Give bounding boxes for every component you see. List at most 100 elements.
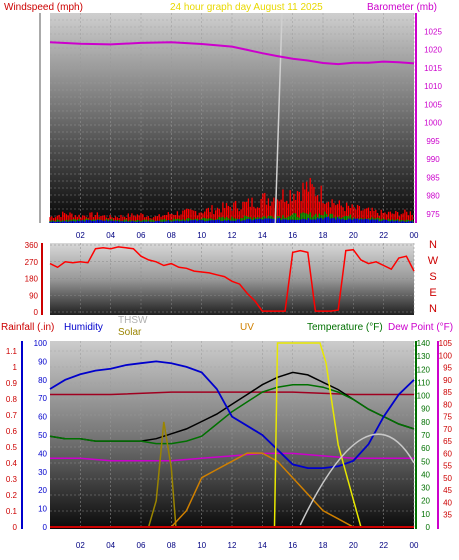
x-tick-label: 18: [319, 231, 328, 240]
humidity-tick-label: 40: [38, 449, 47, 458]
solar-tick-label: 30: [421, 484, 430, 493]
windspeed-tick-label: 125: [17, 44, 31, 53]
temperature-tick-label: 40: [443, 498, 452, 507]
solar-tick-label: 60: [421, 444, 430, 453]
direction-axis-labels: 0 90 180 270 360: [25, 241, 43, 317]
rainfall-tick-label: 0.6: [6, 427, 18, 436]
x-tick-label: 14: [258, 541, 267, 550]
windspeed-tick-label: 85: [21, 100, 30, 109]
barometer-line: [49, 41, 415, 66]
barometer-tick-label: 1010: [424, 82, 442, 91]
solar-tick-label: 70: [421, 431, 430, 440]
barometer-tick-label: 985: [426, 173, 440, 182]
temperature-tick-label: 100: [439, 351, 453, 360]
x-tick-label: 06: [137, 541, 146, 550]
x-tick-label: 02: [76, 541, 85, 550]
weather-lines: [49, 342, 415, 528]
windspeed-tick-label: 20: [21, 191, 30, 200]
x-tick-label: 04: [106, 231, 115, 240]
windspeed-tick-label: 95: [21, 86, 30, 95]
dew-point-upper-line: [50, 391, 414, 396]
solar-tick-label: 120: [417, 365, 431, 374]
wind-direction-line: [49, 246, 415, 312]
rainfall-label: Rainfall (.in): [1, 322, 54, 333]
solar-tick-label: 140: [417, 339, 431, 348]
dew-point-label: Dew Point (°F): [388, 322, 453, 333]
windspeed-tick-label: 35: [21, 170, 30, 179]
solar-tick-label: 130: [417, 352, 431, 361]
windspeed-tick-label: 100: [17, 79, 31, 88]
wind-panel-x-axis: 02 04 06 08 10 12 14 16 18 20 22 00: [76, 231, 419, 240]
windspeed-tick-label: 60: [21, 135, 30, 144]
x-tick-label: 22: [379, 541, 388, 550]
barometer-tick-label: 1020: [424, 46, 442, 55]
humidity-line: [49, 360, 415, 469]
solar-tick-label: 80: [421, 418, 430, 427]
temperature-tick-label: 80: [443, 400, 452, 409]
temperature-tick-label: 75: [443, 413, 452, 422]
windspeed-tick-label: 120: [17, 51, 31, 60]
temperature-axis-labels: 35 40 45 50 55 60 65 70 75 80 85 90 95 100 105: [437, 339, 453, 529]
dew-point-line: [50, 452, 414, 462]
x-tick-label: 10: [197, 231, 206, 240]
temperature-tick-label: 105: [439, 339, 453, 348]
windspeed-tick-label: 90: [21, 93, 30, 102]
windspeed-bars: [49, 12, 413, 224]
rainfall-tick-label: 0.4: [6, 459, 18, 468]
x-tick-label: 04: [106, 541, 115, 550]
barometer-tick-label: 990: [426, 155, 440, 164]
thsw-label: THSW: [118, 315, 148, 326]
rainfall-tick-label: 0.8: [6, 395, 18, 404]
barometer-tick-label: 1000: [424, 119, 442, 128]
humidity-tick-label: 50: [38, 431, 47, 440]
rainfall-tick-label: 1: [13, 363, 18, 372]
windspeed-tick-label: 10: [21, 205, 30, 214]
solar-label: Solar: [118, 327, 142, 338]
rainfall-tick-label: 0.2: [6, 491, 18, 500]
weather-panel-x-axis: 02 04 06 08 10 12 14 16 18 20 22 00: [76, 541, 419, 550]
wind-panel-grid: [50, 13, 415, 223]
windspeed-axis-labels: 5101520253035404550556065707580859095100…: [17, 13, 41, 223]
solar-tick-label: 90: [421, 405, 430, 414]
x-tick-label: 14: [258, 231, 267, 240]
windspeed-axis-title: Windspeed (mph): [4, 2, 83, 13]
direction-tick-label: 180: [25, 275, 39, 284]
solar-axis-labels: 0 10 20 30 40 50 60 70 80 90 100 110 120 130 140: [415, 339, 431, 532]
windspeed-tick-label: 40: [21, 163, 30, 172]
x-tick-label: 00: [410, 231, 419, 240]
x-tick-label: 22: [379, 231, 388, 240]
solar-tick-label: 40: [421, 470, 430, 479]
windspeed-tick-label: 70: [21, 121, 30, 130]
temperature-tick-label: 90: [443, 376, 452, 385]
x-tick-label: 00: [410, 541, 419, 550]
temperature-tick-label: 55: [443, 462, 452, 471]
temperature-label: Temperature (°F): [307, 322, 383, 333]
compass-label: W: [428, 255, 439, 267]
temperature-tick-label: 95: [443, 364, 452, 373]
direction-tick-label: 90: [29, 291, 38, 300]
x-tick-label: 12: [228, 231, 237, 240]
windspeed-tick-label: 75: [21, 114, 30, 123]
uv-line: [50, 452, 414, 528]
temperature-tick-label: 65: [443, 437, 452, 446]
barometer-axis-title: Barometer (mb): [367, 2, 437, 13]
windspeed-tick-label: 145: [17, 16, 31, 25]
humidity-tick-label: 80: [38, 376, 47, 385]
x-tick-label: 16: [288, 231, 297, 240]
solar-tick-label: 20: [421, 497, 430, 506]
spike-line: [274, 12, 283, 224]
barometer-tick-label: 1005: [424, 100, 442, 109]
barometer-tick-label: 1015: [424, 64, 442, 73]
temperature-tick-label: 60: [443, 449, 452, 458]
direction-tick-label: 270: [25, 258, 39, 267]
rainfall-tick-label: 0.9: [6, 379, 18, 388]
rainfall-tick-label: 0.5: [6, 443, 18, 452]
windspeed-tick-label: 140: [17, 23, 31, 32]
rainfall-tick-label: 0.3: [6, 475, 18, 484]
temperature-tick-label: 70: [443, 425, 452, 434]
compass-label: E: [429, 287, 436, 299]
x-tick-label: 10: [197, 541, 206, 550]
